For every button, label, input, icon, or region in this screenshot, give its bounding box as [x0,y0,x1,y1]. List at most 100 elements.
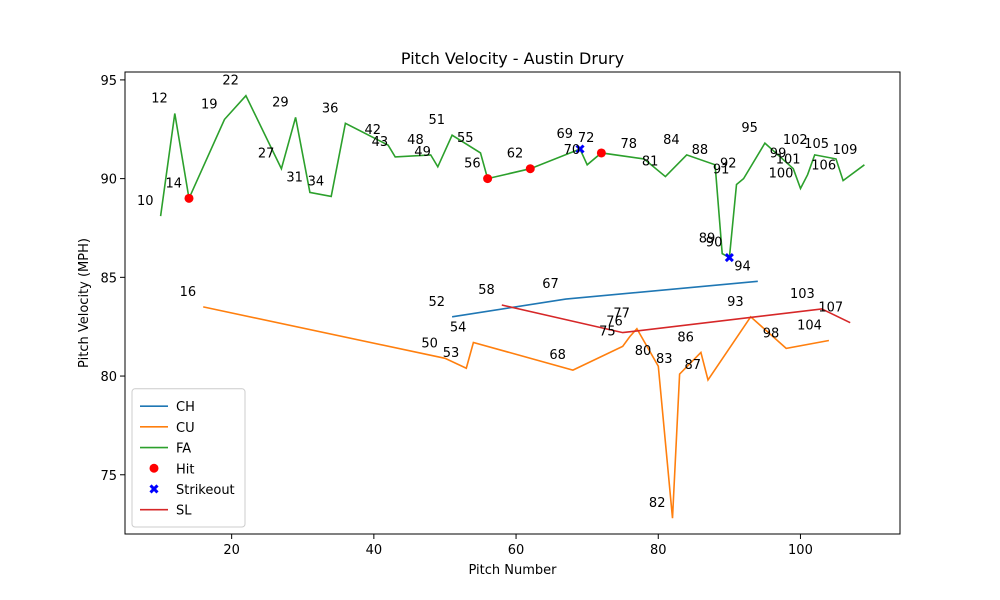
legend-label: CH [176,400,195,415]
pitch-label: 100 [769,166,794,181]
x-tick-label: 80 [650,543,667,558]
pitch-label: 10 [137,194,154,209]
pitch-label: 94 [734,259,751,274]
pitch-label: 84 [663,133,680,148]
pitch-label: 109 [833,143,858,158]
pitch-label: 105 [804,137,829,152]
pitch-label: 72 [578,131,595,146]
pitch-label: 70 [564,143,581,158]
x-axis-label: Pitch Number [468,563,557,578]
plot-markers [184,144,734,263]
pitch-label: 67 [542,277,559,292]
pitch-label: 91 [713,163,730,178]
pitch-label: 49 [414,145,431,160]
pitch-label: 104 [797,319,822,334]
pitch-label: 80 [635,344,652,359]
hit-marker [525,164,535,174]
pitch-label: 29 [272,95,289,110]
pitch-label: 76 [606,315,623,330]
series-line-cu [203,306,830,519]
legend-hit-swatch [149,463,159,473]
pitch-label: 22 [222,74,239,89]
pitch-label: 87 [684,358,701,373]
pitch-label: 34 [308,174,325,189]
y-tick-label: 90 [100,173,117,188]
pitch-label: 55 [457,131,474,146]
plot-frame [124,71,901,535]
pitch-label: 81 [642,155,659,170]
strikeout-marker [724,253,734,263]
legend-label: Hit [176,462,194,477]
pitch-label: 107 [818,301,843,316]
pitch-label: 14 [165,176,182,191]
x-tick-label: 40 [366,543,383,558]
pitch-label: 31 [286,170,303,185]
pitch-label: 16 [180,285,197,300]
pitch-label: 12 [151,91,168,106]
y-tick-label: 85 [100,271,117,286]
legend-label: FA [176,442,191,457]
pitch-label: 53 [443,346,460,361]
pitch-label: 19 [201,97,218,112]
pitch-label: 36 [322,101,339,116]
pitch-label: 68 [549,348,566,363]
legend-item-cu: CU [140,421,195,436]
y-tick-label: 95 [100,74,117,89]
x-tick-label: 60 [508,543,525,558]
pitch-label: 82 [649,496,666,511]
legend-label: CU [176,421,195,436]
y-axis-ticks: 75 80 85 90 95 [100,74,125,484]
y-tick-label: 80 [100,370,117,385]
pitch-label: 69 [556,127,573,142]
pitch-label: 83 [656,352,673,367]
hit-marker [483,174,493,184]
legend-item-fa: FA [140,442,191,457]
hit-marker [184,193,194,203]
x-tick-label: 100 [788,543,813,558]
legend-strikeout-swatch [149,484,159,494]
legend: CH CU FA Hit Strikeout SL [131,388,246,528]
pitch-label: 51 [429,113,446,128]
pitch-label: 88 [692,143,709,158]
pitch-label: 95 [741,121,758,136]
pitch-label: 106 [811,159,836,174]
series-line-ch [451,280,758,318]
strikeout-marker [575,144,585,154]
legend-item-ch: CH [140,400,195,415]
pitch-label: 103 [790,287,815,302]
pitch-label: 56 [464,157,481,172]
pitch-label: 48 [407,133,424,148]
pitch-label: 75 [599,324,616,339]
pitch-label: 92 [720,157,737,172]
pitch-label: 78 [620,137,637,152]
chart-title: Pitch Velocity - Austin Drury [401,49,624,68]
legend-item-hit: Hit [149,462,194,477]
legend-item-sl: SL [140,504,192,519]
pitch-label: 101 [776,153,801,168]
pitch-label: 98 [763,326,780,341]
pitch-label: 27 [258,147,275,162]
y-axis-label: Pitch Velocity (MPH) [77,238,92,368]
legend-box [131,388,246,528]
pitch-label: 99 [770,147,787,162]
pitch-label: 102 [783,133,808,148]
pitch-label: 77 [613,307,630,322]
pitch-label: 58 [478,283,495,298]
x-axis-ticks: 20 40 60 80 100 [223,534,813,558]
pitch-label: 50 [421,336,438,351]
pitch-label: 89 [699,232,716,247]
pitch-label: 43 [372,135,389,150]
pitch-label: 93 [727,295,744,310]
pitch-label: 52 [429,295,446,310]
x-tick-label: 20 [223,543,240,558]
pitch-label: 42 [365,123,382,138]
legend-label: Strikeout [176,483,235,498]
series-line-sl [501,304,851,334]
pitch-label: 54 [450,320,467,335]
pitch-label: 86 [677,330,694,345]
legend-label: SL [176,504,192,519]
pitch-label: 62 [507,147,524,162]
hit-marker [596,148,606,158]
